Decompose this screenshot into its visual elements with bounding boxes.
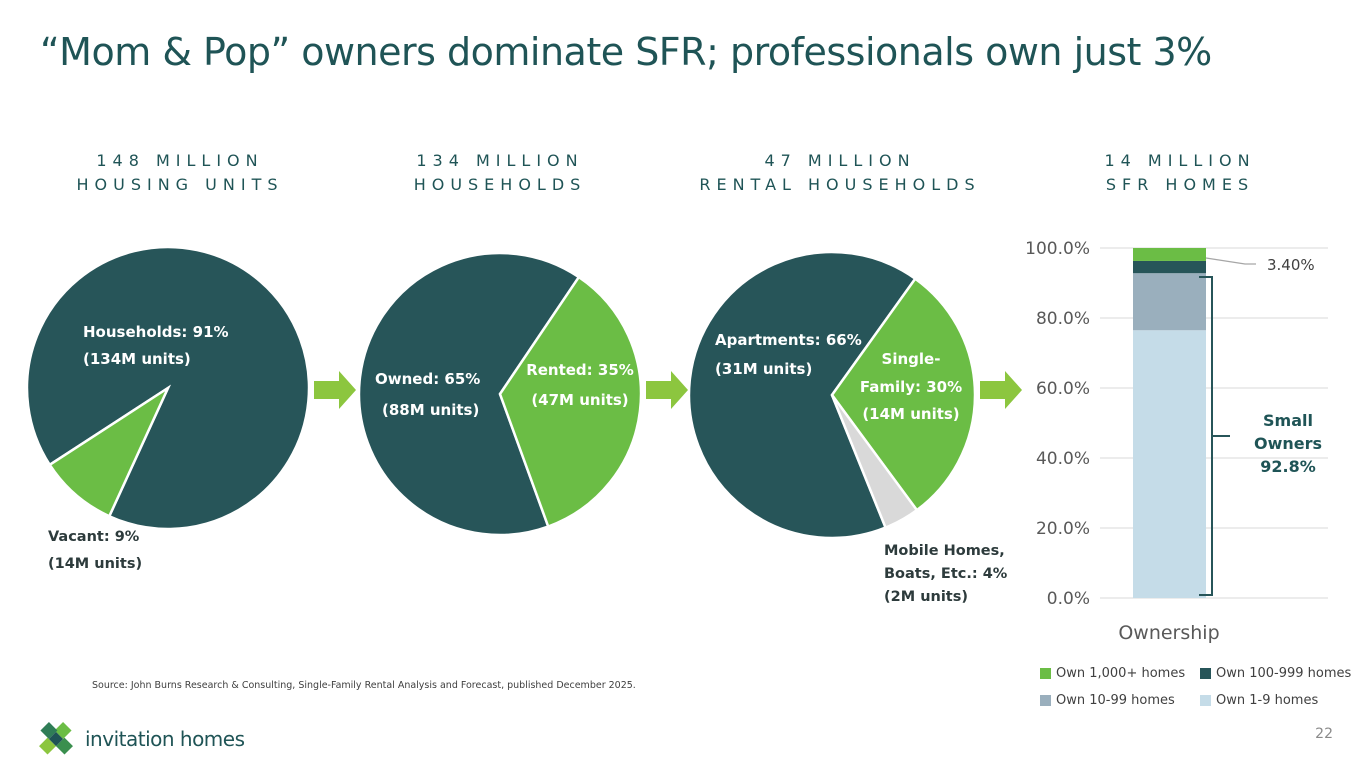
heading-line: HOUSEHOLDS bbox=[413, 175, 587, 194]
bracket-label: 92.8% bbox=[1260, 457, 1316, 476]
bracket-label: Small bbox=[1263, 411, 1313, 430]
arrow-icon bbox=[314, 371, 356, 409]
heading-line: 134 MILLION bbox=[416, 151, 584, 170]
legend-label: Own 10-99 homes bbox=[1056, 693, 1175, 708]
slice-label: (14M units) bbox=[862, 405, 959, 423]
heading-line: 148 MILLION bbox=[96, 151, 264, 170]
legend-item: Own 1,000+ homes bbox=[1040, 666, 1200, 681]
slice-label: Vacant: 9% bbox=[48, 529, 140, 545]
y-tick-label: 40.0% bbox=[1036, 449, 1090, 469]
legend-label: Own 100-999 homes bbox=[1216, 666, 1352, 681]
bar-legend: Own 1,000+ homes Own 100-999 homes Own 10-… bbox=[1040, 666, 1360, 708]
slice-label: Households: 91% bbox=[83, 323, 229, 341]
slice-label: Apartments: 66% bbox=[715, 331, 862, 349]
slice-label: Family: 30% bbox=[860, 378, 962, 396]
flow-arrows bbox=[314, 371, 1022, 409]
slice-label: (2M units) bbox=[884, 589, 968, 605]
heading-line: 47 MILLION bbox=[764, 151, 916, 170]
y-tick-label: 100.0% bbox=[1025, 239, 1090, 259]
pie-slice bbox=[830, 394, 919, 530]
heading-households: 134 MILLION HOUSEHOLDS bbox=[390, 149, 610, 197]
y-tick-label: 20.0% bbox=[1036, 519, 1090, 539]
pie-rental-households bbox=[687, 250, 977, 540]
legend-item: Own 100-999 homes bbox=[1200, 666, 1360, 681]
bar-segment bbox=[1133, 260, 1206, 274]
pie-housing-units bbox=[25, 245, 311, 531]
pie-households bbox=[357, 251, 643, 537]
arrow-icon bbox=[980, 371, 1022, 409]
bracket-label: Owners bbox=[1254, 434, 1322, 453]
y-tick-label: 60.0% bbox=[1036, 379, 1090, 399]
bar-segment bbox=[1133, 273, 1206, 331]
heading-line: 14 MILLION bbox=[1104, 151, 1256, 170]
stacked-bar-sfr-ownership: 0.0% 20.0% 40.0% 60.0% 80.0% 100.0% Ownership 3… bbox=[1025, 239, 1328, 644]
page-number: 22 bbox=[1315, 726, 1333, 742]
heading-rental-households: 47 MILLION RENTAL HOUSEHOLDS bbox=[680, 149, 1000, 197]
heading-line: SFR HOMES bbox=[1105, 175, 1255, 194]
x-category-label: Ownership bbox=[1118, 622, 1219, 644]
legend-swatch bbox=[1200, 668, 1211, 679]
slice-label: (47M units) bbox=[531, 391, 628, 409]
legend-item: Own 1-9 homes bbox=[1200, 693, 1360, 708]
slice-label: Mobile Homes, bbox=[884, 543, 1005, 559]
legend-label: Own 1,000+ homes bbox=[1056, 666, 1186, 681]
legend-swatch bbox=[1040, 695, 1051, 706]
heading-line: RENTAL HOUSEHOLDS bbox=[699, 175, 981, 194]
pie-slice bbox=[830, 276, 977, 512]
page-title: “Mom & Pop” owners dominate SFR; profess… bbox=[40, 30, 1212, 74]
legend-label: Own 1-9 homes bbox=[1216, 693, 1319, 708]
bar-segment bbox=[1133, 330, 1206, 598]
pie-slice bbox=[48, 384, 171, 518]
heading-line: HOUSING UNITS bbox=[76, 175, 284, 194]
slice-label: (31M units) bbox=[715, 360, 812, 378]
slice-label: Boats, Etc.: 4% bbox=[884, 566, 1008, 582]
slice-label: (88M units) bbox=[382, 401, 479, 419]
slice-label: Single- bbox=[882, 350, 941, 368]
leader-line bbox=[1205, 257, 1256, 265]
logo-mark-icon bbox=[39, 722, 73, 755]
source-note: Source: John Burns Research & Consulting… bbox=[92, 680, 636, 691]
logo-text: invitation homes bbox=[85, 727, 245, 751]
slice-label: Owned: 65% bbox=[375, 370, 480, 388]
y-tick-label: 0.0% bbox=[1047, 589, 1090, 609]
legend-item: Own 10-99 homes bbox=[1040, 693, 1200, 708]
y-tick-label: 80.0% bbox=[1036, 309, 1090, 329]
pie-slice bbox=[357, 251, 581, 537]
pie-slice bbox=[498, 275, 643, 529]
slice-label: Rented: 35% bbox=[526, 361, 634, 379]
company-logo: invitation homes bbox=[35, 718, 245, 760]
heading-sfr-homes: 14 MILLION SFR HOMES bbox=[1070, 149, 1290, 197]
chart-labels: Households: 91% (134M units) Vacant: 9% (14… bbox=[48, 323, 1008, 605]
pie-slice bbox=[687, 250, 917, 540]
legend-swatch bbox=[1040, 668, 1051, 679]
heading-housing-units: 148 MILLION HOUSING UNITS bbox=[60, 149, 300, 197]
legend-swatch bbox=[1200, 695, 1211, 706]
annotation-label: 3.40% bbox=[1267, 256, 1315, 274]
bar-segment bbox=[1133, 248, 1206, 261]
slice-label: (134M units) bbox=[83, 350, 191, 368]
slice-label: (14M units) bbox=[48, 556, 142, 572]
arrow-icon bbox=[646, 371, 688, 409]
